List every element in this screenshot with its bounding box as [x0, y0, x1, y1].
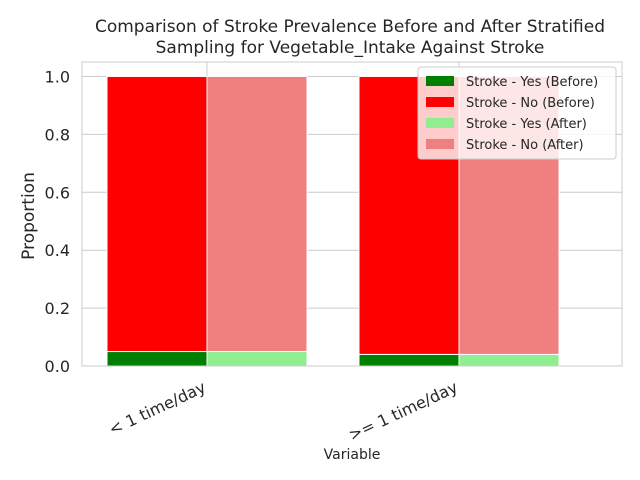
- bar-stroke-yes-after: [458, 353, 560, 367]
- legend-swatch: [426, 118, 454, 128]
- legend-entry: Stroke - No (After): [466, 138, 584, 153]
- bar-stroke-no-before: [106, 75, 208, 353]
- bar-stroke-yes-before: [358, 353, 460, 367]
- x-axis-label: Variable: [324, 447, 381, 463]
- plot-frame: [81, 61, 623, 367]
- bar-stroke-no-after: [206, 75, 308, 353]
- chart-title-line-1: Comparison of Stroke Prevalence Before a…: [95, 17, 605, 37]
- legend-entry: Stroke - No (Before): [466, 96, 595, 111]
- y-tick-label: 0.8: [45, 125, 70, 144]
- y-tick-label: 1.0: [45, 67, 70, 86]
- bar-stroke-yes-before: [106, 351, 208, 367]
- legend-box: [417, 66, 617, 160]
- legend-swatch: [426, 97, 454, 107]
- y-axis-label: Proportion: [19, 172, 39, 260]
- legend-swatch: [426, 139, 454, 149]
- y-ticks: 0.0 0.2 0.4 0.6 0.8 1.0: [45, 67, 70, 376]
- legend: Stroke - Yes (Before) Stroke - No (Before…: [417, 66, 617, 160]
- legend-entry: Stroke - Yes (Before): [466, 75, 598, 90]
- x-ticks: < 1 time/day >= 1 time/day: [106, 377, 461, 444]
- bar-stroke-yes-after: [206, 351, 308, 367]
- chart-title-line-2: Sampling for Vegetable_Intake Against St…: [156, 38, 545, 58]
- y-tick-label: 0.0: [45, 357, 70, 376]
- x-tick-label: < 1 time/day: [106, 377, 209, 438]
- y-tick-label: 0.6: [45, 183, 70, 202]
- y-tick-label: 0.4: [45, 241, 70, 260]
- x-tick-label: >= 1 time/day: [346, 377, 461, 444]
- y-tick-label: 0.2: [45, 299, 70, 318]
- legend-swatch: [426, 76, 454, 86]
- legend-entry: Stroke - Yes (After): [466, 117, 587, 132]
